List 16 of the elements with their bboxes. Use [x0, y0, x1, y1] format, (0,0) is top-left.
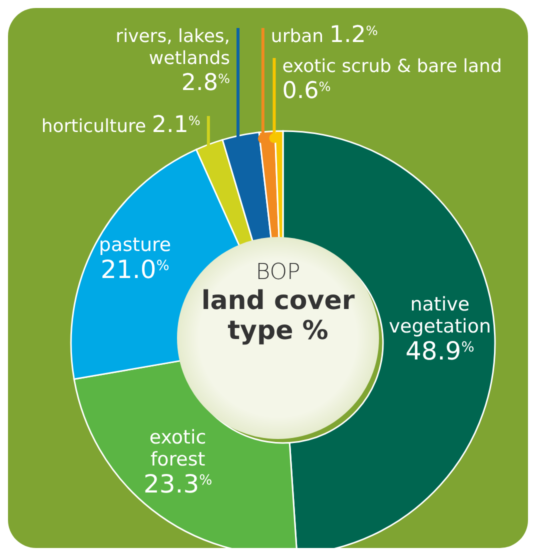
slice-label: native vegetation: [388, 294, 491, 338]
data-label: 21.0$^{%}$: [100, 254, 170, 284]
data-label: 1.2$^{%}$: [329, 22, 378, 48]
text: BOP: [254, 260, 302, 286]
slice-label: rivers, lakes, wetlands: [116, 26, 230, 69]
data-label: 48.9$^{%}$: [406, 336, 474, 366]
data-label: 23.3$^{%}$: [143, 469, 212, 498]
slice-label: horticulture: [41, 116, 146, 137]
data-label: 2.8$^{%}$: [181, 70, 230, 96]
text: land cover type %: [200, 286, 356, 346]
slice-label: exotic forest: [149, 426, 206, 470]
data-label: 2.1$^{%}$: [152, 112, 200, 138]
slice-label: urban: [270, 26, 324, 47]
data-label: 0.6$^{%}$: [282, 78, 331, 104]
slice-label: pasture: [98, 234, 172, 256]
slice-label: exotic scrub & bare land: [282, 56, 502, 77]
